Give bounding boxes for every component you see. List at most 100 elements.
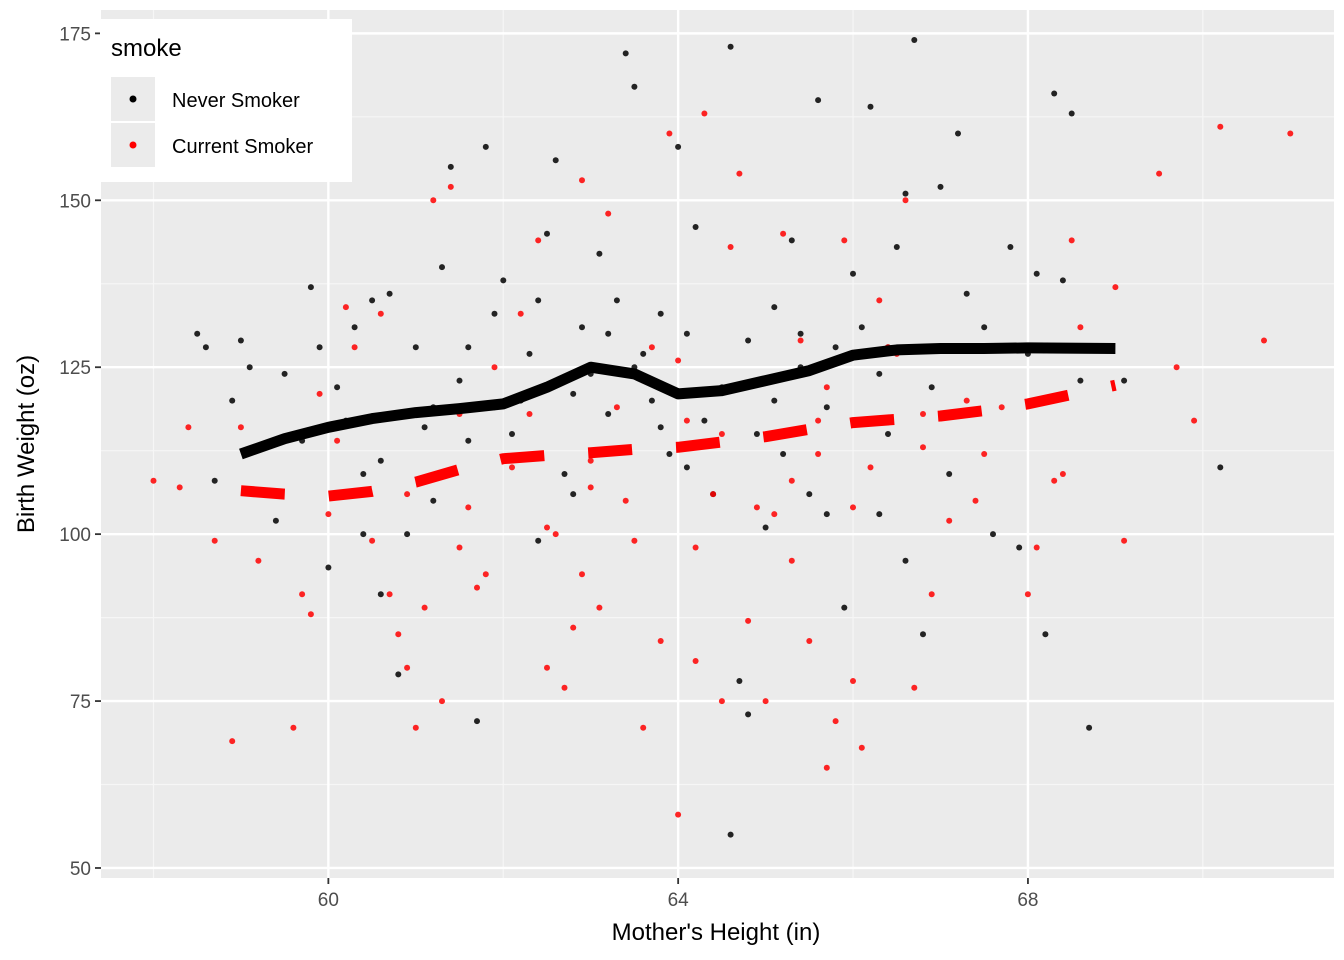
point-never-smoker bbox=[850, 270, 856, 277]
point-current-smoker bbox=[762, 698, 769, 705]
point-never-smoker bbox=[1121, 377, 1128, 384]
point-never-smoker bbox=[771, 397, 778, 404]
point-current-smoker bbox=[1173, 364, 1180, 371]
point-never-smoker bbox=[377, 457, 384, 464]
point-never-smoker bbox=[1033, 270, 1040, 277]
point-current-smoker bbox=[351, 344, 358, 351]
smooth-lines bbox=[239, 342, 1117, 502]
point-current-smoker bbox=[745, 617, 752, 624]
point-current-smoker bbox=[666, 130, 673, 137]
point-never-smoker bbox=[211, 477, 218, 484]
point-never-smoker bbox=[841, 604, 848, 611]
point-current-smoker bbox=[718, 431, 725, 437]
point-never-smoker bbox=[937, 183, 944, 190]
point-current-smoker bbox=[605, 210, 612, 217]
point-current-smoker bbox=[386, 591, 393, 598]
point-never-smoker bbox=[683, 330, 690, 337]
point-never-smoker bbox=[465, 437, 472, 444]
point-current-smoker bbox=[710, 491, 717, 498]
point-current-smoker bbox=[911, 684, 918, 691]
point-never-smoker bbox=[745, 337, 752, 344]
point-current-smoker bbox=[456, 544, 463, 551]
point-current-smoker bbox=[640, 724, 647, 731]
point-current-smoker bbox=[404, 664, 411, 671]
point-current-smoker bbox=[692, 544, 699, 551]
point-never-smoker bbox=[631, 83, 638, 90]
point-current-smoker bbox=[736, 170, 743, 177]
point-current-smoker bbox=[771, 511, 778, 518]
point-current-smoker bbox=[185, 424, 192, 431]
point-current-smoker bbox=[1059, 471, 1066, 477]
point-never-smoker bbox=[823, 404, 830, 411]
point-never-smoker bbox=[360, 471, 367, 477]
point-current-smoker bbox=[342, 304, 349, 311]
point-never-smoker bbox=[605, 330, 612, 337]
y-tick-label: 50 bbox=[70, 859, 91, 880]
point-current-smoker bbox=[1112, 284, 1119, 291]
point-never-smoker bbox=[893, 244, 900, 250]
point-never-smoker bbox=[447, 163, 454, 170]
point-never-smoker bbox=[605, 411, 612, 417]
legend-title: smoke bbox=[111, 35, 182, 62]
point-current-smoker bbox=[150, 477, 157, 484]
point-never-smoker bbox=[692, 224, 699, 230]
point-current-smoker bbox=[867, 464, 874, 471]
point-never-smoker bbox=[535, 297, 542, 304]
point-never-smoker bbox=[911, 37, 918, 43]
point-never-smoker bbox=[648, 397, 655, 404]
point-current-smoker bbox=[229, 738, 236, 745]
x-tick-label: 68 bbox=[1017, 890, 1038, 911]
point-current-smoker bbox=[631, 537, 638, 544]
point-never-smoker bbox=[456, 377, 463, 384]
point-current-smoker bbox=[850, 678, 856, 684]
point-never-smoker bbox=[482, 143, 489, 150]
point-never-smoker bbox=[544, 230, 550, 237]
point-current-smoker bbox=[823, 764, 830, 771]
legend-marker-never-smoker bbox=[129, 95, 137, 103]
point-current-smoker bbox=[1287, 130, 1294, 137]
point-current-smoker bbox=[544, 524, 550, 531]
point-never-smoker bbox=[622, 50, 629, 57]
point-current-smoker bbox=[1217, 123, 1224, 130]
point-never-smoker bbox=[351, 324, 358, 331]
point-current-smoker bbox=[753, 504, 760, 511]
point-current-smoker bbox=[876, 297, 883, 304]
point-current-smoker bbox=[1033, 544, 1040, 551]
point-never-smoker bbox=[272, 517, 279, 524]
point-current-smoker bbox=[727, 244, 734, 250]
point-current-smoker bbox=[447, 183, 454, 190]
point-current-smoker bbox=[552, 531, 559, 538]
point-never-smoker bbox=[491, 310, 498, 317]
point-current-smoker bbox=[858, 744, 865, 751]
point-never-smoker bbox=[683, 464, 690, 471]
point-current-smoker bbox=[1077, 324, 1084, 331]
point-current-smoker bbox=[255, 557, 262, 564]
point-never-smoker bbox=[727, 831, 734, 838]
point-current-smoker bbox=[902, 197, 909, 204]
point-never-smoker bbox=[552, 157, 559, 164]
point-never-smoker bbox=[229, 397, 236, 404]
point-never-smoker bbox=[745, 711, 752, 718]
point-current-smoker bbox=[307, 611, 314, 618]
point-current-smoker bbox=[998, 404, 1005, 411]
legend-marker-current-smoker bbox=[129, 141, 137, 149]
point-never-smoker bbox=[832, 344, 839, 351]
legend-label-never-smoker: Never Smoker bbox=[172, 90, 300, 112]
point-current-smoker bbox=[718, 698, 725, 705]
x-tick-label: 60 bbox=[318, 890, 339, 911]
point-current-smoker bbox=[465, 504, 472, 511]
point-current-smoker bbox=[972, 497, 979, 504]
point-current-smoker bbox=[491, 364, 498, 371]
point-never-smoker bbox=[928, 384, 935, 391]
point-never-smoker bbox=[788, 237, 795, 244]
point-current-smoker bbox=[832, 718, 839, 725]
point-never-smoker bbox=[386, 290, 393, 297]
axis-ticks: 60 64 68 50 75 100 125 150 175 bbox=[59, 24, 1038, 911]
point-never-smoker bbox=[579, 324, 585, 331]
point-current-smoker bbox=[377, 310, 384, 317]
point-current-smoker bbox=[325, 511, 332, 518]
point-current-smoker bbox=[570, 624, 577, 631]
point-current-smoker bbox=[316, 390, 323, 397]
point-never-smoker bbox=[1059, 277, 1066, 284]
point-never-smoker bbox=[325, 564, 332, 571]
